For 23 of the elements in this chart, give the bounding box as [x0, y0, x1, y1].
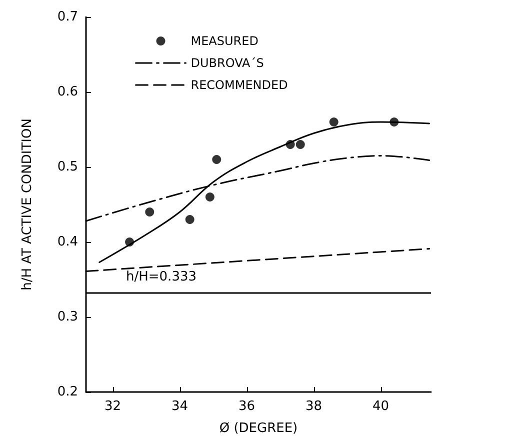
ref-line-label: h/H=0.333: [126, 269, 197, 284]
y-tick-label: 0.3: [57, 310, 78, 324]
legend-label: DUBROVA´S: [190, 56, 264, 70]
point: [212, 155, 222, 164]
y-tick-label: 0.7: [57, 10, 78, 24]
y-tick-label: 0.4: [57, 234, 78, 250]
point: [145, 208, 154, 216]
y-tick-label: 0.2: [57, 384, 78, 400]
y-tick-label: 0.5: [57, 160, 78, 174]
x-tick-label: 32: [104, 399, 122, 414]
point: [205, 192, 214, 202]
x-axis-title: Ø (DEGREE): [219, 421, 298, 436]
legend-label: RECOMMENDED: [190, 78, 288, 92]
point: [296, 140, 305, 149]
x-tick-label: 34: [172, 399, 188, 414]
x-tick-label: 36: [238, 399, 256, 414]
legend-label: MEASURED: [190, 34, 258, 48]
x-tick-label: 38: [305, 399, 322, 414]
point: [329, 118, 338, 126]
y-tick-label: 0.6: [57, 84, 78, 100]
y-axis-title: h/H AT ACTIVE CONDITION: [20, 118, 35, 290]
point: [185, 215, 194, 224]
x-tick-label: 40: [372, 399, 390, 414]
